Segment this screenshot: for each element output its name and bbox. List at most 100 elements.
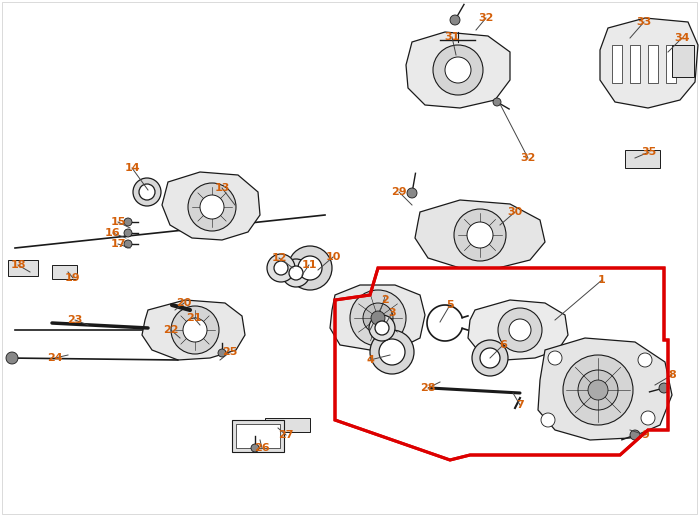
Bar — [52, 265, 77, 279]
Bar — [612, 45, 622, 83]
Text: 23: 23 — [67, 315, 82, 325]
Text: 29: 29 — [391, 187, 407, 197]
Circle shape — [188, 183, 236, 231]
Polygon shape — [415, 200, 545, 268]
Text: 34: 34 — [675, 33, 690, 43]
Circle shape — [370, 330, 414, 374]
Circle shape — [638, 353, 652, 367]
Text: 3: 3 — [388, 308, 396, 318]
Text: 9: 9 — [641, 430, 649, 440]
Text: 15: 15 — [110, 217, 126, 227]
Circle shape — [450, 15, 460, 25]
Polygon shape — [406, 32, 510, 108]
Circle shape — [548, 351, 562, 365]
Circle shape — [371, 311, 385, 325]
Text: 21: 21 — [186, 313, 202, 323]
Polygon shape — [600, 18, 698, 108]
Circle shape — [509, 319, 531, 341]
Text: 11: 11 — [301, 260, 317, 270]
Circle shape — [200, 195, 224, 219]
Circle shape — [124, 218, 132, 226]
Text: 8: 8 — [668, 370, 676, 380]
Text: 2: 2 — [381, 295, 389, 305]
Text: 32: 32 — [478, 13, 493, 23]
Circle shape — [563, 355, 633, 425]
Text: 16: 16 — [105, 228, 121, 238]
Polygon shape — [468, 300, 568, 360]
Text: 6: 6 — [499, 340, 507, 350]
Text: 32: 32 — [520, 153, 535, 163]
Circle shape — [445, 57, 471, 83]
Text: 28: 28 — [420, 383, 435, 393]
Circle shape — [467, 222, 493, 248]
Bar — [666, 45, 676, 83]
Text: 7: 7 — [516, 400, 524, 410]
Text: 33: 33 — [636, 17, 651, 27]
Bar — [672, 45, 694, 77]
Polygon shape — [142, 300, 245, 360]
Text: 24: 24 — [48, 353, 63, 363]
Circle shape — [641, 411, 655, 425]
Text: 1: 1 — [598, 275, 606, 285]
Circle shape — [472, 340, 508, 376]
Circle shape — [379, 339, 405, 365]
Polygon shape — [330, 285, 425, 350]
Bar — [625, 150, 660, 168]
Circle shape — [588, 380, 608, 400]
Circle shape — [298, 256, 322, 280]
Text: 27: 27 — [278, 430, 294, 440]
Bar — [8, 260, 38, 276]
Text: 26: 26 — [254, 443, 270, 453]
Bar — [630, 45, 640, 83]
Text: 4: 4 — [366, 355, 374, 365]
Circle shape — [659, 383, 669, 393]
Circle shape — [133, 178, 161, 206]
Polygon shape — [538, 338, 672, 440]
Text: 14: 14 — [124, 163, 140, 173]
Text: 20: 20 — [176, 298, 192, 308]
Bar — [648, 45, 658, 83]
Circle shape — [171, 306, 219, 354]
Circle shape — [139, 184, 155, 200]
Circle shape — [375, 321, 389, 335]
Circle shape — [288, 246, 332, 290]
Circle shape — [267, 254, 295, 282]
Circle shape — [282, 259, 310, 287]
Text: 22: 22 — [164, 325, 179, 335]
Circle shape — [124, 240, 132, 248]
Circle shape — [251, 444, 259, 452]
Text: 25: 25 — [222, 347, 238, 357]
Text: 18: 18 — [10, 260, 26, 270]
Text: 13: 13 — [215, 183, 230, 193]
Text: 19: 19 — [65, 273, 81, 283]
Circle shape — [454, 209, 506, 261]
Circle shape — [274, 261, 288, 275]
Circle shape — [369, 315, 395, 341]
Circle shape — [363, 303, 393, 333]
Circle shape — [480, 348, 500, 368]
Circle shape — [350, 290, 406, 346]
Circle shape — [124, 229, 132, 237]
Circle shape — [6, 352, 18, 364]
Text: 35: 35 — [642, 147, 656, 157]
Text: 30: 30 — [507, 207, 523, 217]
Bar — [232, 420, 284, 452]
Text: 10: 10 — [325, 252, 340, 262]
Circle shape — [493, 98, 501, 106]
Text: 5: 5 — [446, 300, 454, 310]
Text: 17: 17 — [110, 239, 126, 249]
Text: 31: 31 — [445, 32, 460, 42]
Circle shape — [630, 430, 640, 440]
Circle shape — [407, 188, 417, 198]
Polygon shape — [162, 172, 260, 240]
Circle shape — [433, 45, 483, 95]
Bar — [265, 418, 310, 432]
Circle shape — [498, 308, 542, 352]
Circle shape — [218, 349, 226, 357]
Bar — [236, 424, 280, 448]
Circle shape — [289, 266, 303, 280]
Text: 12: 12 — [271, 253, 287, 263]
Circle shape — [578, 370, 618, 410]
Circle shape — [183, 318, 207, 342]
Circle shape — [541, 413, 555, 427]
